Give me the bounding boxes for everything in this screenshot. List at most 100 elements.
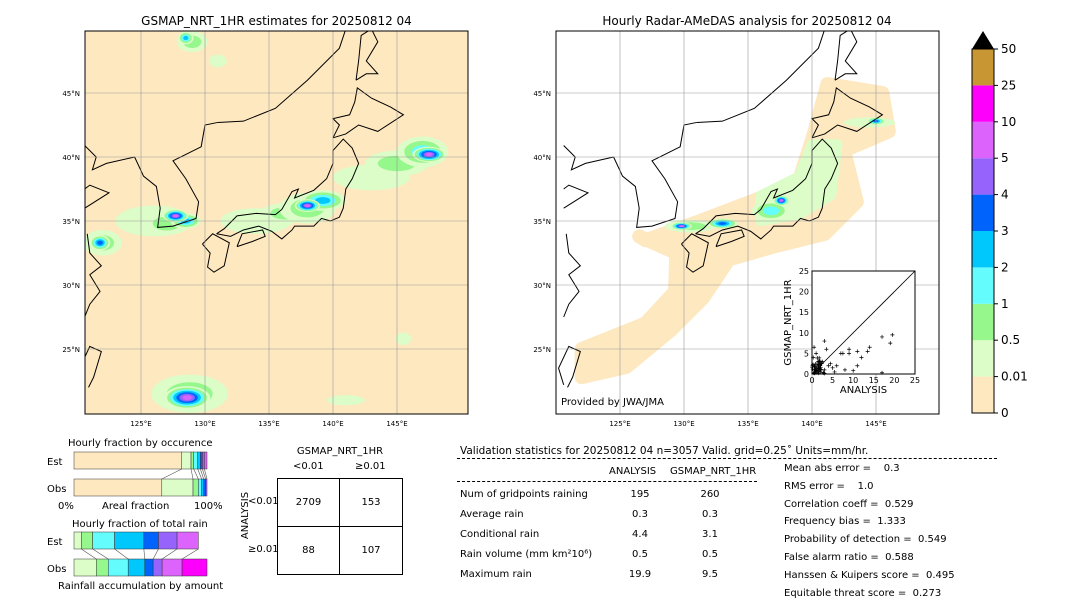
colorbar-segment: [972, 267, 994, 303]
fraction-bar-segment: [202, 452, 204, 469]
colorbar-label: 3: [1001, 224, 1009, 238]
fraction-bar-segment: [198, 452, 201, 469]
rain-cell: [327, 395, 365, 405]
lat-tick-label: 45°N: [533, 90, 551, 98]
fraction-bar-segment: [115, 532, 144, 549]
colorbar-label: 4: [1001, 188, 1009, 202]
cell: 153: [340, 479, 402, 527]
stats-g: 3.1: [680, 529, 740, 540]
fraction-bar-segment: [200, 452, 202, 469]
colorbar-segment: [972, 85, 994, 121]
x-tick-label: 10: [848, 376, 858, 385]
stats-a: 0.5: [610, 549, 670, 560]
y-tick-label: 20: [799, 288, 809, 297]
y-tick-label: 15: [799, 308, 809, 317]
connector-line: [191, 469, 193, 479]
occ-0-label: 0%: [58, 501, 74, 512]
fraction-bar-segment: [193, 479, 198, 496]
colorbar-segment: [972, 122, 994, 158]
scatter-xlabel: ANALYSIS: [840, 385, 887, 396]
score: Mean abs error = 0.3: [784, 463, 900, 474]
connector-line: [144, 549, 145, 559]
fraction-bar-segment: [204, 452, 207, 469]
lon-tick-label: 125°E: [609, 420, 630, 428]
score: RMS error = 1.0: [784, 481, 874, 492]
lon-tick-label: 130°E: [194, 420, 215, 428]
fraction-bar-segment: [93, 532, 115, 549]
stats-a: 0.3: [610, 509, 670, 520]
colorbar-segment: [972, 158, 994, 194]
colorbar-label: 0.5: [1001, 333, 1020, 347]
occurrence-title: Hourly fraction by occurence: [68, 438, 212, 449]
stats-label: Conditional rain: [460, 529, 539, 540]
lat-tick-label: 40°N: [533, 154, 551, 162]
rain-title: Hourly fraction of total rain: [72, 519, 208, 530]
lon-tick-label: 125°E: [130, 420, 151, 428]
col-label-1: ≥0.01: [355, 461, 386, 472]
y-tick-label: 10: [799, 329, 809, 338]
fraction-bar-segment: [145, 559, 153, 576]
stats-a: 4.4: [610, 529, 670, 540]
occ-xlabel: Areal fraction: [102, 501, 169, 512]
score: Frequency bias = 1.333: [784, 516, 906, 527]
y-tick-label: 25: [799, 267, 809, 276]
colorbar-segment: [972, 304, 994, 340]
connector-line: [162, 469, 182, 479]
stats-label: Num of gridpoints raining: [460, 489, 588, 500]
score: Probability of detection = 0.549: [784, 534, 947, 545]
stats-label: Average rain: [460, 509, 524, 520]
col-gsmap: GSMAP_NRT_1HR: [670, 466, 756, 477]
divider: [457, 481, 757, 482]
stats-header: Validation statistics for 20250812 04 n=…: [460, 445, 868, 457]
rain-xlabel: Rainfall accumulation by amount: [58, 581, 223, 592]
x-tick-label: 0: [809, 376, 814, 385]
rain-cell: [763, 206, 779, 215]
score: False alarm ratio = 0.588: [784, 552, 914, 563]
lat-tick-label: 30°N: [62, 282, 80, 290]
fraction-bar-segment: [108, 559, 128, 576]
credit: Provided by JWA/JMA: [561, 397, 664, 408]
rain-cell: [305, 204, 310, 207]
colorbar-segment: [972, 340, 994, 376]
colorbar-segment: [972, 231, 994, 267]
lon-tick-label: 145°E: [386, 420, 407, 428]
rain-cell: [426, 153, 433, 156]
colorbar-label: 5: [1001, 151, 1009, 165]
colorbar-extend-arrow: [972, 31, 994, 49]
rain-cell: [173, 215, 178, 218]
rain-cell: [97, 241, 103, 245]
rain-cell: [679, 225, 683, 227]
colorbar-label: 10: [1001, 115, 1016, 129]
stats-g: 0.3: [680, 509, 740, 520]
divider: [457, 458, 997, 459]
connector-line: [162, 549, 177, 559]
rain-obs-label: Obs: [47, 564, 66, 575]
x-tick-label: 15: [869, 376, 879, 385]
fraction-bar-segment: [74, 532, 81, 549]
col-label-0: <0.01: [293, 461, 324, 472]
lon-tick-label: 140°E: [801, 420, 822, 428]
fraction-bar-segment: [206, 479, 207, 496]
rain-fraction-bars: [74, 532, 207, 576]
rain-cell: [396, 332, 411, 345]
stats-label: Rain volume (mm km²10⁶): [460, 549, 592, 560]
colorbar-segment: [972, 377, 994, 413]
lon-tick-label: 135°E: [737, 420, 758, 428]
colorbar: 00.010.512345102550: [972, 31, 1028, 420]
colorbar-segment: [972, 49, 994, 85]
lat-tick-label: 40°N: [62, 154, 80, 162]
fraction-bar-segment: [191, 452, 194, 469]
rain-est-label: Est: [47, 537, 62, 548]
colorbar-label: 0: [1001, 406, 1009, 420]
connector-line: [194, 469, 199, 479]
fraction-bar-segment: [96, 559, 108, 576]
left-map: 125°E 130°E 135°E 140°E 145°E45°N40°N35°N30°…: [62, 29, 468, 428]
lat-tick-label: 25°N: [62, 346, 80, 354]
cell: 88: [278, 527, 340, 575]
lat-tick-label: 30°N: [533, 282, 551, 290]
connector-line: [153, 549, 158, 559]
x-tick-label: 5: [830, 376, 835, 385]
y-tick-label: 5: [804, 349, 809, 358]
fraction-bar-segment: [182, 452, 191, 469]
rain-cell: [718, 222, 726, 225]
